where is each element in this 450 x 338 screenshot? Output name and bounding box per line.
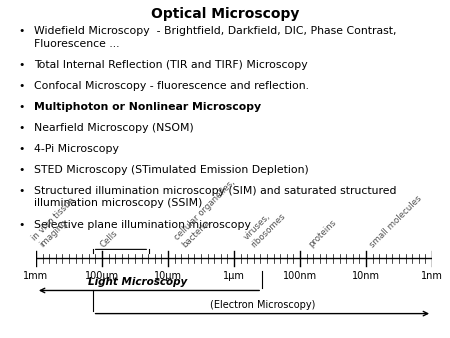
Text: 4-Pi Microscopy: 4-Pi Microscopy xyxy=(34,144,119,154)
Text: (Electron Microscopy): (Electron Microscopy) xyxy=(210,300,315,310)
Text: Selective plane illumination microscopy: Selective plane illumination microscopy xyxy=(34,220,251,230)
Text: Nearfield Microscopy (NSOM): Nearfield Microscopy (NSOM) xyxy=(34,123,194,133)
Text: 1nm: 1nm xyxy=(421,271,443,281)
Text: Total Internal Reflection (TIR and TIRF) Microscopy: Total Internal Reflection (TIR and TIRF)… xyxy=(34,61,307,70)
Text: 10nm: 10nm xyxy=(352,271,380,281)
Text: 100nm: 100nm xyxy=(283,271,317,281)
Text: Optical Microscopy: Optical Microscopy xyxy=(151,7,299,21)
Text: Cells: Cells xyxy=(99,228,120,249)
Text: 1μm: 1μm xyxy=(223,271,245,281)
Text: •: • xyxy=(18,81,24,91)
Text: small molecules: small molecules xyxy=(368,194,424,249)
Text: cellular organelles,
bacteria: cellular organelles, bacteria xyxy=(173,178,244,249)
Text: •: • xyxy=(18,220,24,230)
Text: •: • xyxy=(18,102,24,112)
Text: •: • xyxy=(18,61,24,70)
Text: viruses,
ribosomes: viruses, ribosomes xyxy=(242,204,288,249)
Text: STED Microscopy (STimulated Emission Depletion): STED Microscopy (STimulated Emission Dep… xyxy=(34,165,309,175)
Text: •: • xyxy=(18,165,24,175)
Text: 10μm: 10μm xyxy=(154,271,182,281)
Text: Confocal Microscopy - fluorescence and reflection.: Confocal Microscopy - fluorescence and r… xyxy=(34,81,309,91)
Text: •: • xyxy=(18,144,24,154)
Text: •: • xyxy=(18,26,24,37)
Text: 100μm: 100μm xyxy=(85,271,119,281)
Text: Structured illumination microscopy (SIM) and saturated structured
illumination m: Structured illumination microscopy (SIM)… xyxy=(34,186,396,208)
Text: in vivo tissue
imaging: in vivo tissue imaging xyxy=(30,195,84,249)
Text: Multiphoton or Nonlinear Microscopy: Multiphoton or Nonlinear Microscopy xyxy=(34,102,261,112)
Text: •: • xyxy=(18,186,24,196)
Text: •: • xyxy=(18,123,24,133)
Text: Light Microscopy: Light Microscopy xyxy=(88,277,187,287)
Text: proteins: proteins xyxy=(307,218,338,249)
Text: Widefield Microscopy  - Brightfield, Darkfield, DIC, Phase Contrast,
Fluorescenc: Widefield Microscopy - Brightfield, Dark… xyxy=(34,26,396,49)
Text: 1mm: 1mm xyxy=(23,271,49,281)
